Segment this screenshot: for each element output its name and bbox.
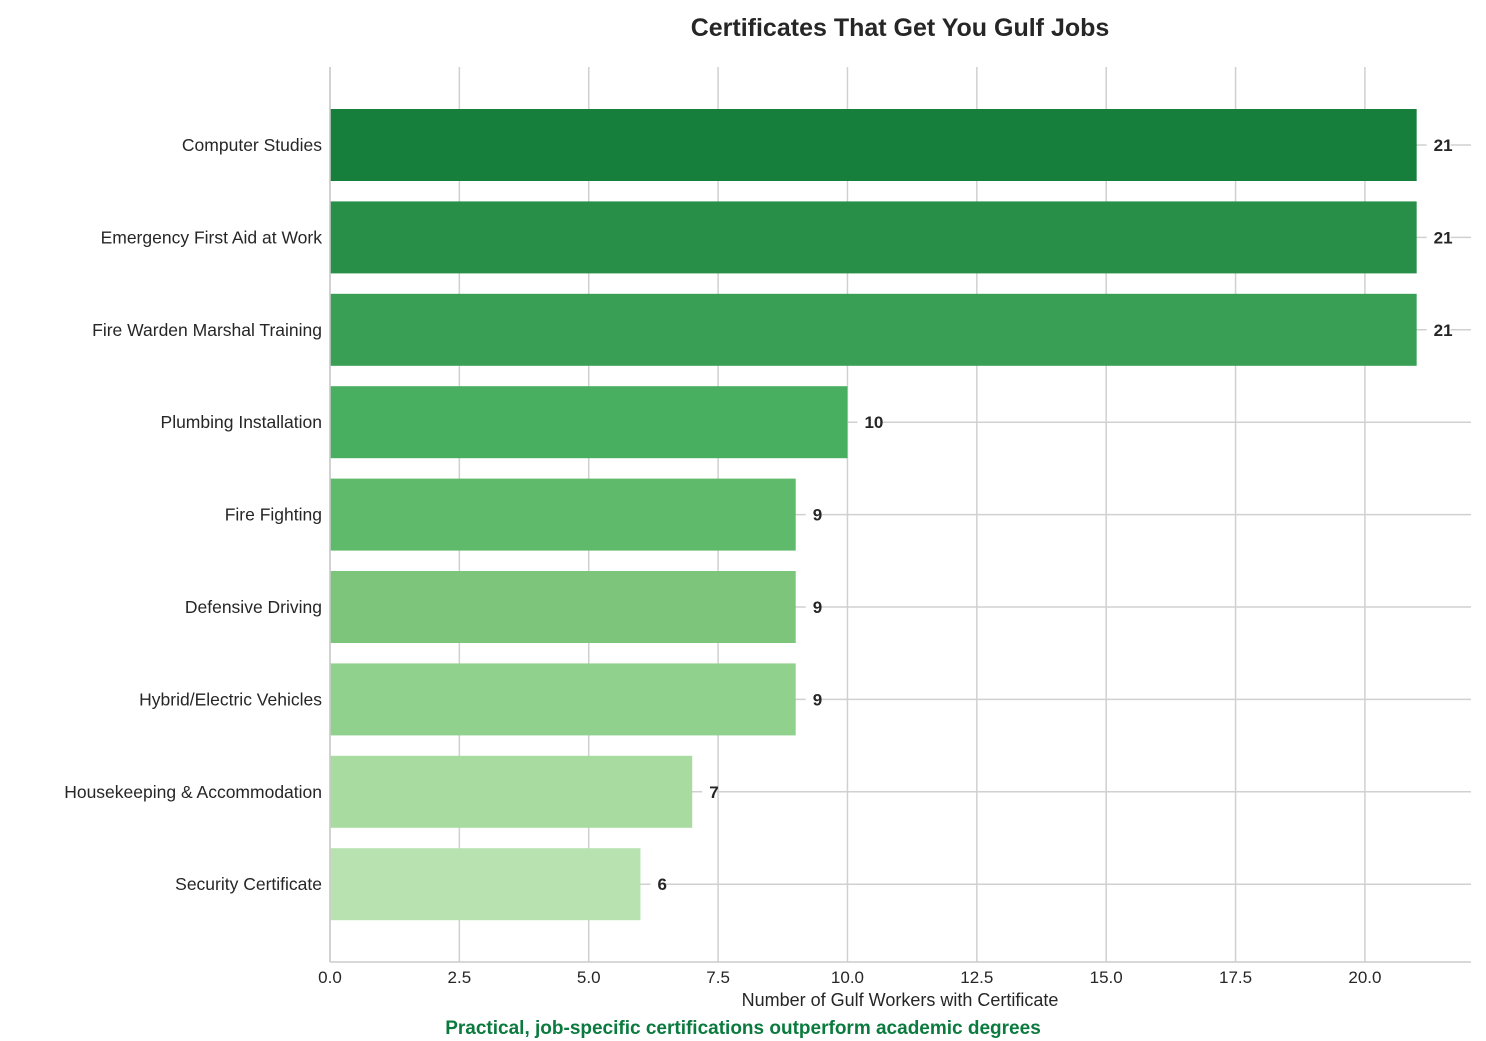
data-label: 6	[657, 875, 666, 894]
bar	[330, 755, 693, 828]
x-tick-label: 15.0	[1090, 968, 1123, 987]
y-tick-label: Housekeeping & Accommodation	[64, 782, 322, 802]
x-tick-label: 7.5	[706, 968, 730, 987]
data-label: 9	[813, 690, 822, 709]
data-label: 9	[813, 506, 822, 525]
x-tick-label: 10.0	[831, 968, 864, 987]
annotation-note: Practical, job-specific certifications o…	[445, 1018, 1041, 1039]
chart-title: Certificates That Get You Gulf Jobs	[691, 14, 1110, 42]
data-label: 21	[1434, 228, 1453, 247]
y-tick-label: Computer Studies	[182, 135, 322, 155]
bar	[330, 201, 1417, 274]
bar	[330, 663, 796, 736]
data-label-background	[1426, 319, 1451, 340]
x-tick-label: 17.5	[1219, 968, 1252, 987]
data-label-background	[650, 874, 665, 895]
data-label-background	[857, 412, 882, 433]
data-label: 21	[1434, 136, 1453, 155]
x-tick-label: 20.0	[1348, 968, 1381, 987]
data-label-background	[1426, 135, 1451, 155]
labels: 0.0 2.5 5.0 7.5 10.0 12.5 15.0 17.5 20.0 Computer…	[64, 135, 1453, 987]
bar	[330, 386, 848, 459]
y-tick-label: Emergency First Aid at Work	[101, 227, 323, 247]
bars	[330, 109, 1417, 921]
bar	[330, 109, 1417, 181]
data-label-background	[805, 597, 820, 617]
y-tick-label: Hybrid/Electric Vehicles	[139, 689, 322, 709]
x-tick-label: 12.5	[960, 968, 993, 987]
data-label: 7	[709, 783, 718, 802]
data-label-background	[702, 781, 717, 802]
bar	[330, 848, 641, 921]
y-tick-label: Security Certificate	[175, 874, 322, 894]
data-label-background	[1426, 227, 1451, 248]
y-tick-label: Plumbing Installation	[161, 412, 322, 432]
bar	[330, 478, 796, 551]
data-label: 21	[1434, 321, 1453, 340]
x-tick-label: 5.0	[577, 968, 601, 987]
x-axis-label: Number of Gulf Workers with Certificate	[742, 990, 1059, 1010]
data-label: 10	[864, 413, 883, 432]
bar	[330, 571, 796, 643]
y-tick-label: Defensive Driving	[185, 597, 322, 617]
data-label-background	[805, 504, 820, 525]
x-tick-label: 2.5	[448, 968, 472, 987]
y-tick-label: Fire Warden Marshal Training	[92, 320, 322, 340]
data-label: 9	[813, 598, 822, 617]
y-tick-label: Fire Fighting	[225, 505, 322, 525]
data-label-background	[805, 689, 820, 710]
bar	[330, 293, 1417, 366]
x-tick-label: 0.0	[318, 968, 342, 987]
